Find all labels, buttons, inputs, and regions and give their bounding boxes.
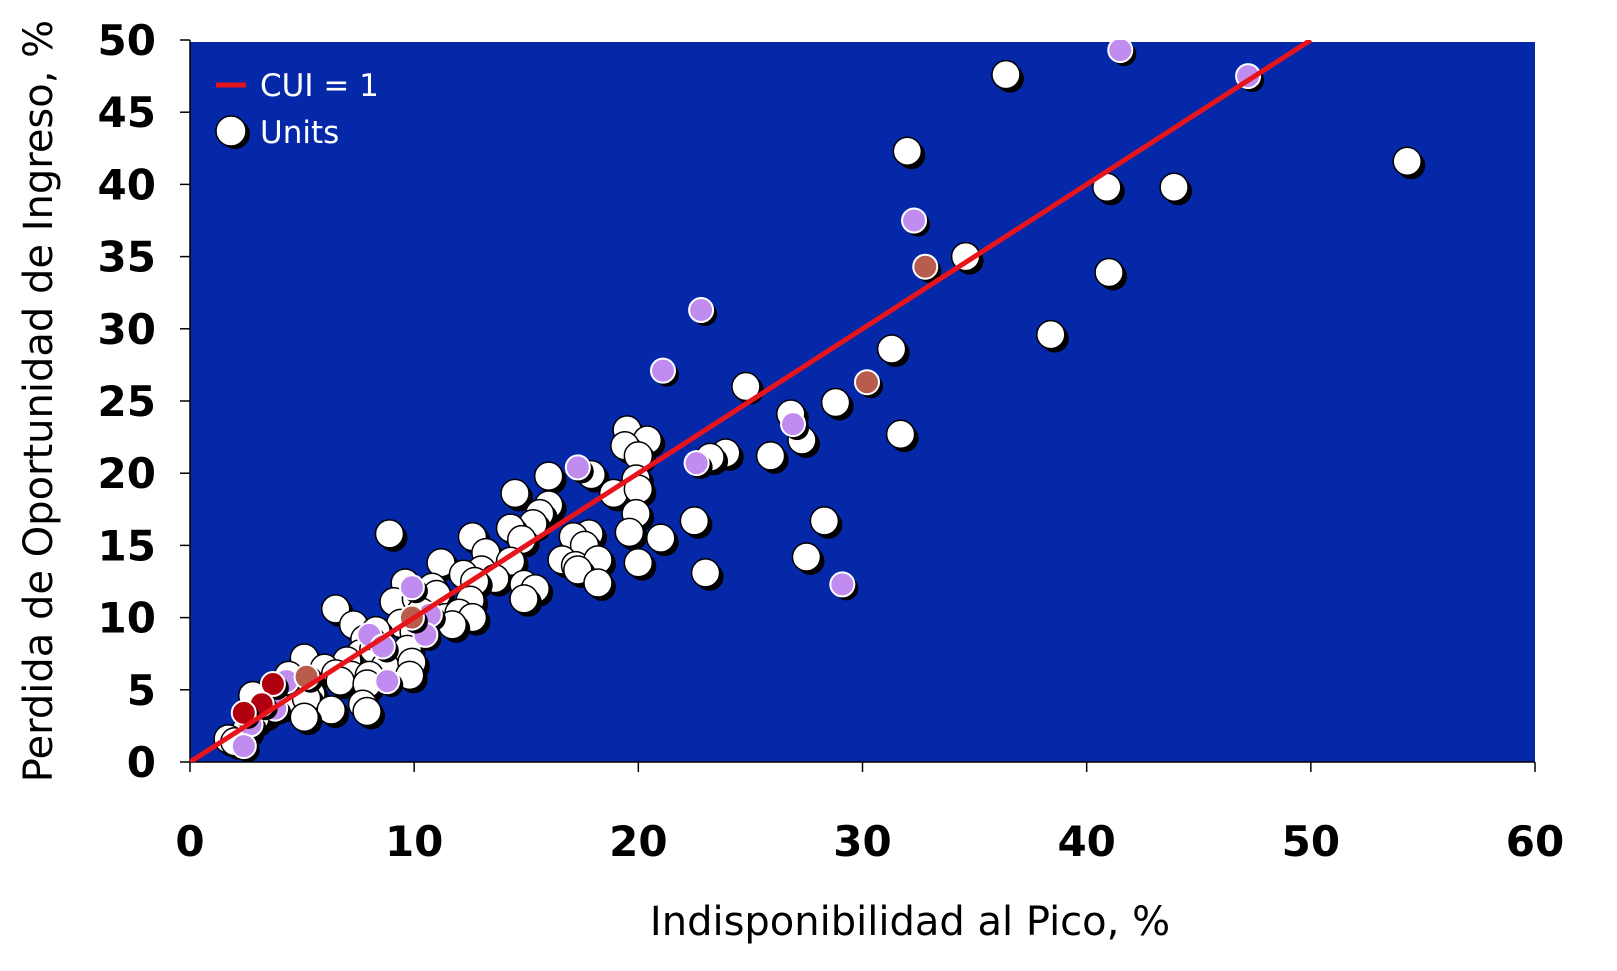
data-point	[892, 136, 923, 166]
data-point	[509, 584, 539, 614]
data-point	[780, 411, 807, 438]
legend-marker-swatch	[215, 115, 247, 147]
data-point	[316, 695, 346, 725]
data-point	[688, 297, 715, 324]
y-tick-label: 45	[98, 88, 156, 137]
data-point	[912, 253, 939, 280]
data-point	[876, 334, 907, 364]
x-tick-label: 50	[1282, 817, 1340, 866]
y-tick-label: 25	[98, 377, 156, 426]
reference-line-layer	[190, 40, 1313, 762]
data-point	[623, 547, 654, 578]
y-tick-label: 40	[98, 160, 156, 209]
reference-line-cui-1	[190, 40, 1313, 762]
data-point	[500, 478, 530, 509]
legend-line-label: CUI = 1	[260, 68, 379, 104]
data-point	[991, 59, 1021, 90]
y-tick-label: 0	[127, 738, 156, 787]
data-point	[649, 357, 676, 384]
data-point	[809, 506, 840, 536]
data-point	[755, 441, 786, 471]
data-point	[950, 241, 981, 272]
data-point	[791, 542, 822, 572]
axes: 0 10 20 30 40 50 60 0 5 10 15 20 25 30 35 40 45 50	[98, 16, 1565, 866]
x-tick-label: 0	[175, 817, 204, 866]
legend-marker-label: Units	[260, 115, 339, 151]
data-point	[230, 733, 257, 760]
data-point	[564, 454, 591, 481]
x-tick-label: 60	[1506, 817, 1564, 866]
x-axis-title: Indisponibilidad al Pico, %	[650, 899, 1170, 945]
data-point	[731, 371, 761, 402]
x-tick-label: 30	[833, 817, 891, 866]
data-point	[1107, 40, 1134, 64]
data-point	[352, 696, 382, 727]
data-point	[1036, 319, 1066, 350]
legend: CUI = 1 Units	[215, 68, 379, 151]
data-point	[374, 519, 405, 549]
y-tick-label: 50	[98, 16, 156, 65]
data-point	[614, 517, 645, 548]
data-point	[690, 558, 721, 588]
data-point	[646, 523, 676, 553]
y-tick-label: 10	[98, 594, 156, 643]
x-tick-label: 40	[1057, 817, 1115, 866]
data-point	[853, 369, 880, 396]
y-tick-label: 5	[127, 666, 156, 715]
x-tick-label: 10	[385, 817, 443, 866]
data-point	[820, 387, 851, 418]
data-point	[398, 574, 425, 601]
data-point	[583, 568, 613, 598]
data-point	[1392, 146, 1422, 177]
data-point	[683, 450, 710, 477]
y-axis-title: Perdida de Oportunidad de Ingreso, %	[16, 20, 62, 782]
y-tick-label: 35	[98, 233, 156, 282]
data-point	[259, 671, 286, 698]
y-tick-label: 15	[98, 521, 156, 570]
data-point	[533, 461, 564, 491]
data-point	[289, 702, 320, 732]
data-point	[1159, 172, 1189, 203]
data-point	[885, 419, 916, 449]
y-tick-label: 20	[98, 449, 156, 498]
data-point	[901, 207, 928, 234]
data-point	[829, 571, 856, 598]
y-tick-label: 30	[98, 305, 156, 354]
data-point	[679, 506, 710, 536]
data-point	[1094, 257, 1124, 288]
data-point	[374, 668, 401, 695]
x-tick-label: 20	[609, 817, 667, 866]
